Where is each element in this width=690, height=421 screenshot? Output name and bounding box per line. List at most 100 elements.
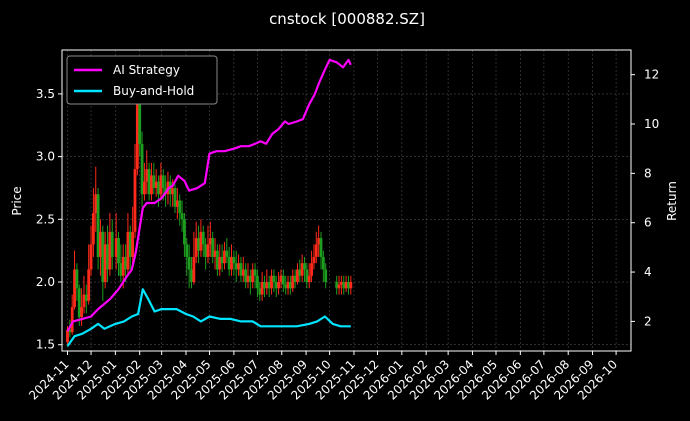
candle-body: [277, 282, 281, 289]
candle-body: [213, 250, 217, 257]
chart-title: cnstock [000882.SZ]: [269, 10, 425, 28]
candle-body: [87, 269, 91, 301]
candle-body: [133, 169, 137, 232]
candle-body: [150, 175, 153, 195]
candle-body: [218, 256, 222, 270]
candle-body: [183, 219, 186, 245]
candle-body: [208, 238, 212, 245]
candle-body: [215, 250, 219, 270]
candle-body: [339, 282, 343, 285]
candle-body: [253, 269, 257, 276]
candle-body: [241, 269, 245, 276]
candle-body: [211, 238, 215, 257]
candle-body: [103, 244, 107, 283]
candle-body: [190, 269, 193, 283]
candle-body: [175, 200, 179, 207]
candle-body: [288, 282, 292, 289]
candle-body: [270, 275, 273, 289]
candle-body: [263, 282, 266, 289]
candle-body: [337, 284, 341, 289]
candle-body: [201, 231, 205, 245]
candle-body: [251, 269, 255, 283]
candle-body: [223, 250, 226, 264]
candle-body: [314, 244, 318, 257]
candle-body: [121, 256, 125, 276]
return-lines: [66, 58, 352, 347]
candle-body: [126, 231, 130, 270]
candle-body: [232, 256, 236, 264]
candle-body: [267, 282, 271, 289]
candle-body: [68, 329, 72, 333]
candle-body: [89, 244, 93, 270]
candle-body: [227, 256, 231, 270]
candle-body: [108, 231, 112, 270]
candle-body: [101, 231, 105, 283]
candle-body: [260, 282, 264, 295]
candle-body: [180, 213, 184, 220]
candle-body: [248, 275, 252, 283]
y-left-tick-label: 1.5: [36, 338, 55, 352]
candle-body: [286, 282, 290, 289]
candle-body: [77, 288, 81, 318]
y-left-tick-label: 2.0: [36, 275, 55, 289]
candle-body: [157, 181, 160, 195]
candle-body: [230, 256, 233, 270]
candle-body: [199, 231, 203, 251]
candle-body: [312, 256, 316, 264]
candle-body: [298, 269, 302, 276]
candle-body: [84, 294, 88, 301]
candle-body: [82, 294, 86, 308]
ai-strategy-line: [66, 58, 352, 332]
legend-bh-label: Buy-and-Hold: [113, 84, 194, 98]
legend-ai-label: AI Strategy: [113, 63, 180, 77]
candle-body: [110, 231, 114, 257]
candle-body: [344, 282, 348, 289]
y-right-tick-label: 6: [644, 216, 652, 230]
candle-body: [291, 275, 295, 289]
candle-body: [159, 175, 163, 195]
legend: AI Strategy Buy-and-Hold: [66, 55, 218, 105]
candle-body: [106, 244, 109, 270]
candle-body: [321, 256, 325, 270]
y-axis-left: 1.5 2.0 2.5 3.0 3.5: [36, 87, 62, 352]
candle-body: [234, 263, 238, 270]
candle-body: [335, 282, 339, 289]
candle-body: [300, 263, 304, 276]
candle-body: [171, 187, 175, 195]
candle-body: [347, 282, 350, 289]
candle-body: [117, 238, 120, 264]
candle-body: [296, 269, 299, 283]
candle-body: [99, 231, 102, 257]
candle-body: [154, 181, 158, 188]
buy-and-hold-line: [66, 288, 351, 347]
candle-body: [94, 194, 98, 214]
y-axis-right-label: Return: [665, 181, 679, 221]
candlestick-series: [66, 68, 353, 345]
candle-body: [220, 256, 224, 264]
candle-body: [80, 307, 84, 318]
y-left-tick-label: 3.5: [36, 87, 55, 101]
candle-body: [225, 250, 229, 257]
candle-body: [274, 282, 278, 289]
candle-body: [281, 275, 285, 285]
candle-body: [185, 244, 189, 257]
candle-body: [143, 181, 146, 195]
candle-body: [342, 282, 346, 289]
candle-body: [258, 288, 262, 295]
y-left-tick-label: 2.5: [36, 212, 55, 226]
candle-body: [319, 238, 323, 257]
candle-body: [324, 269, 328, 283]
candle-body: [307, 275, 311, 283]
candle-body: [70, 307, 74, 333]
candle-body: [284, 284, 288, 289]
candle-body: [131, 231, 135, 257]
candle-body: [204, 244, 208, 257]
candle-body: [128, 231, 132, 257]
candle-body: [66, 329, 69, 343]
candle-body: [152, 175, 156, 188]
y-right-tick-label: 10: [644, 117, 659, 131]
candle-body: [303, 263, 306, 270]
candle-body: [349, 282, 353, 289]
y-right-tick-label: 8: [644, 166, 652, 180]
candle-body: [272, 275, 276, 283]
